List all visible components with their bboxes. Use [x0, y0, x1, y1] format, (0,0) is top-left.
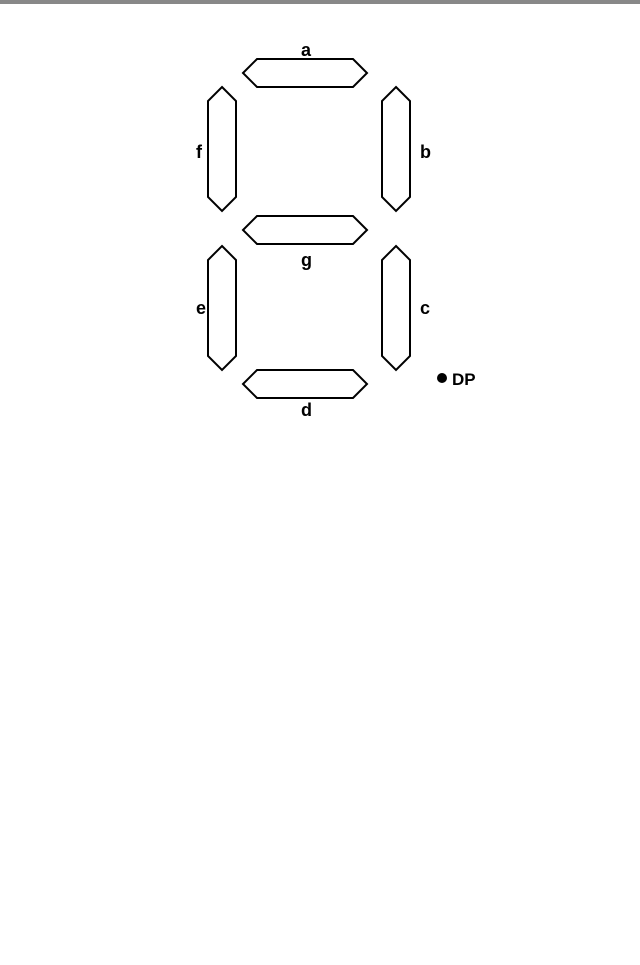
dp-dot	[437, 373, 447, 383]
segment-a	[243, 59, 367, 87]
label-dp: DP	[452, 370, 476, 390]
seven-segment-diagram	[0, 4, 640, 965]
segment-g	[243, 216, 367, 244]
label-c: c	[420, 298, 430, 319]
label-e: e	[196, 298, 206, 319]
label-a: a	[301, 40, 311, 61]
segment-d	[243, 370, 367, 398]
segment-b	[382, 87, 410, 211]
segment-e	[208, 246, 236, 370]
label-d: d	[301, 400, 312, 421]
segment-f	[208, 87, 236, 211]
label-g: g	[301, 250, 312, 271]
label-b: b	[420, 142, 431, 163]
label-f: f	[196, 142, 202, 163]
diagram-stage: a b c d e f g DP	[0, 4, 640, 965]
segment-c	[382, 246, 410, 370]
